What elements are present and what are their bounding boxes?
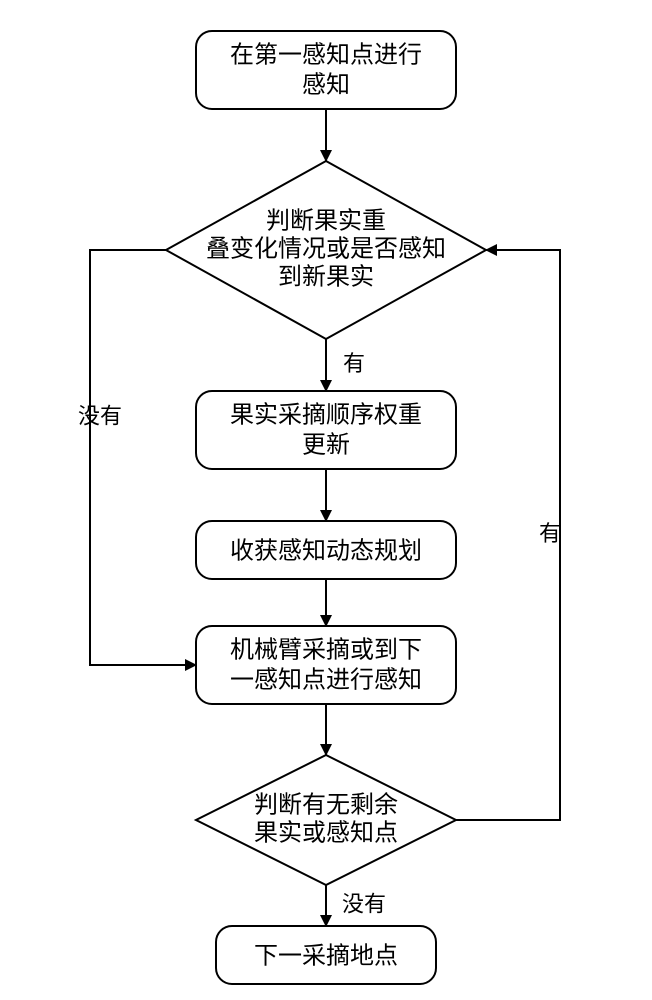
node-decision-2-text2: 果实或感知点 — [254, 819, 398, 846]
node-start-text1: 在第一感知点进行 — [230, 41, 422, 68]
edge-label-yes: 有 — [343, 351, 365, 376]
node-weight-update-text1: 果实采摘顺序权重 — [230, 401, 422, 428]
node-decision-1-text2: 叠变化情况或是否感知 — [206, 235, 446, 262]
node-decision-1-text1: 判断果实重 — [266, 207, 386, 234]
node-arm-action-text1: 机械臂采摘或到下 — [230, 636, 422, 663]
edge-label-yes: 有 — [539, 521, 561, 546]
node-arm-action-text2: 一感知点进行感知 — [230, 666, 422, 693]
node-decision-2-text1: 判断有无剩余 — [254, 791, 398, 818]
node-dynamic-plan-text: 收获感知动态规划 — [230, 537, 422, 564]
edge-label-no: 没有 — [342, 891, 386, 916]
flowchart-canvas: 有没有没有有在第一感知点进行感知判断果实重叠变化情况或是否感知到新果实果实采摘顺… — [0, 0, 652, 1000]
edge-label-no: 没有 — [78, 403, 122, 428]
node-decision-1-text3: 到新果实 — [278, 263, 374, 290]
node-weight-update-text2: 更新 — [302, 431, 350, 458]
node-start-text2: 感知 — [302, 71, 350, 98]
node-next-location-text: 下一采摘地点 — [254, 942, 398, 969]
